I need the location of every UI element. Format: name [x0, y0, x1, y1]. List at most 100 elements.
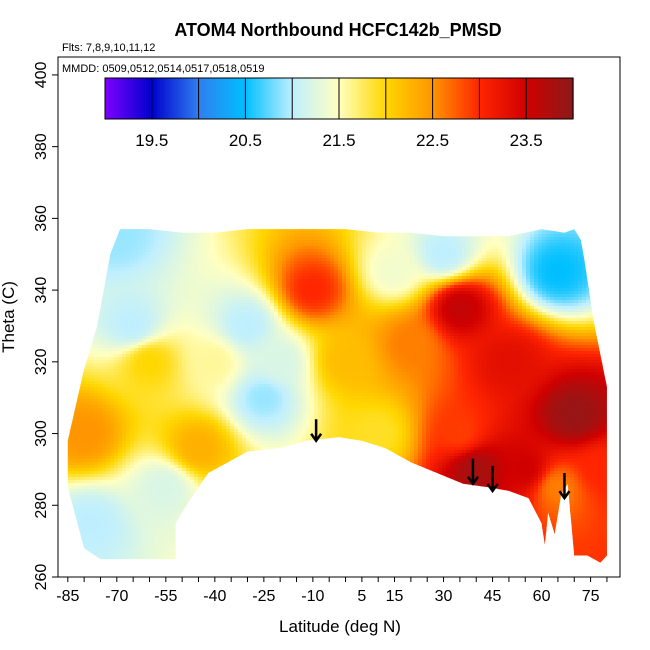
colorbar-segment — [123, 78, 127, 119]
colorbar-segment — [500, 78, 504, 119]
colorbar-segment — [235, 78, 239, 119]
colorbar-segment — [245, 78, 249, 119]
colorbar-segment — [183, 78, 187, 119]
colorbar-tick-label: 20.5 — [229, 131, 262, 150]
colorbar-segment — [268, 78, 273, 119]
colorbar-segment — [120, 78, 124, 119]
colorbar-segment — [141, 78, 145, 119]
colorbar-segment — [151, 78, 156, 119]
colorbar-segment — [224, 78, 228, 119]
colorbar-segment — [557, 78, 561, 119]
flights-note: Flts: 7,8,9,10,11,12 — [62, 42, 155, 54]
colorbar-segment — [214, 78, 218, 119]
arrow-head — [310, 432, 323, 443]
colorbar-segment — [466, 78, 470, 119]
colorbar-segment — [349, 78, 353, 119]
x-tick-label: 45 — [484, 588, 502, 605]
y-tick-label: 320 — [33, 348, 50, 375]
colorbar-segment — [539, 78, 543, 119]
colorbar-tick-label: 19.5 — [135, 131, 168, 150]
colorbar-segment — [432, 78, 436, 119]
colorbar-segment — [419, 78, 423, 119]
x-tick-label: -55 — [154, 588, 177, 605]
colorbar-segment — [495, 78, 499, 119]
colorbar-segment — [240, 78, 244, 119]
colorbar-segment — [456, 78, 460, 119]
colorbar-segment — [560, 78, 564, 119]
colorbar-segment — [567, 78, 572, 119]
y-tick-label: 280 — [33, 492, 50, 519]
colorbar-segment — [411, 78, 416, 119]
colorbar-segment — [307, 78, 312, 119]
colorbar-segment — [294, 78, 299, 119]
colorbar-segment — [318, 78, 322, 119]
colorbar-segment — [287, 78, 291, 119]
x-tick-label: 15 — [386, 588, 404, 605]
x-axis: -85 -70 -55 -40 -25 -10 5 15 30 45 60 75 — [56, 577, 608, 605]
colorbar-segment — [326, 78, 330, 119]
colorbar-segment — [196, 78, 200, 119]
colorbar-segment — [133, 78, 137, 119]
colorbar-segment — [281, 78, 286, 119]
x-tick-label: 75 — [582, 588, 600, 605]
colorbar-segment — [232, 78, 236, 119]
colorbar-segment — [219, 78, 223, 119]
colorbar-segment — [440, 78, 444, 119]
x-tick-label: -85 — [56, 588, 79, 605]
colorbar-segment — [422, 78, 426, 119]
colorbar-segment — [430, 78, 434, 119]
colorbar-segment — [110, 78, 114, 119]
y-tick-label: 300 — [33, 420, 50, 447]
colorbar-segment — [502, 78, 507, 119]
colorbar-segment — [177, 78, 182, 119]
colorbar-segment — [274, 78, 278, 119]
colorbar-segment — [427, 78, 431, 119]
colorbar-segment — [313, 78, 317, 119]
colorbar-segment — [105, 78, 109, 119]
colorbar-segment — [497, 78, 501, 119]
colorbar-segment — [515, 78, 520, 119]
arrow-head — [558, 490, 571, 501]
colorbar-segment — [302, 78, 306, 119]
colorbar-segment — [510, 78, 514, 119]
colorbar-segment — [164, 78, 169, 119]
colorbar-segment — [188, 78, 192, 119]
colorbar-segment — [505, 78, 509, 119]
x-tick-label: 60 — [533, 588, 551, 605]
colorbar-segment — [211, 78, 215, 119]
colorbar-segment — [149, 78, 153, 119]
colorbar-segment — [531, 78, 535, 119]
colorbar-segment — [365, 78, 369, 119]
colorbar-segment — [227, 78, 231, 119]
colorbar-segment — [528, 78, 533, 119]
colorbar-segment — [138, 78, 143, 119]
colorbar-segment — [157, 78, 161, 119]
colorbar-segment — [333, 78, 338, 119]
colorbar-segment — [144, 78, 148, 119]
colorbar-segment — [305, 78, 309, 119]
colorbar-segment — [463, 78, 468, 119]
colorbar-segment — [261, 78, 265, 119]
y-tick-label: 360 — [33, 205, 50, 232]
chart-title: ATOM4 Northbound HCFC142b_PMSD — [174, 20, 501, 40]
colorbar-tick-label: 21.5 — [322, 131, 355, 150]
colorbar-segment — [479, 78, 483, 119]
colorbar-segment — [203, 78, 208, 119]
colorbar-segment — [354, 78, 358, 119]
colorbar-segment — [320, 78, 325, 119]
colorbar-segment — [487, 78, 491, 119]
colorbar-segment — [453, 78, 457, 119]
colorbar-segment — [323, 78, 327, 119]
colorbar-segment — [328, 78, 332, 119]
x-tick-label: 5 — [357, 588, 366, 605]
arrow-head — [466, 476, 479, 486]
colorbar-segment — [417, 78, 421, 119]
colorbar-segment — [385, 78, 390, 119]
colorbar-segment — [300, 78, 304, 119]
arrow-markers — [310, 419, 571, 501]
colorbar-segment — [193, 78, 197, 119]
arrow-head — [486, 483, 499, 494]
colorbar-segment — [284, 78, 288, 119]
colorbar-segment — [341, 78, 345, 119]
